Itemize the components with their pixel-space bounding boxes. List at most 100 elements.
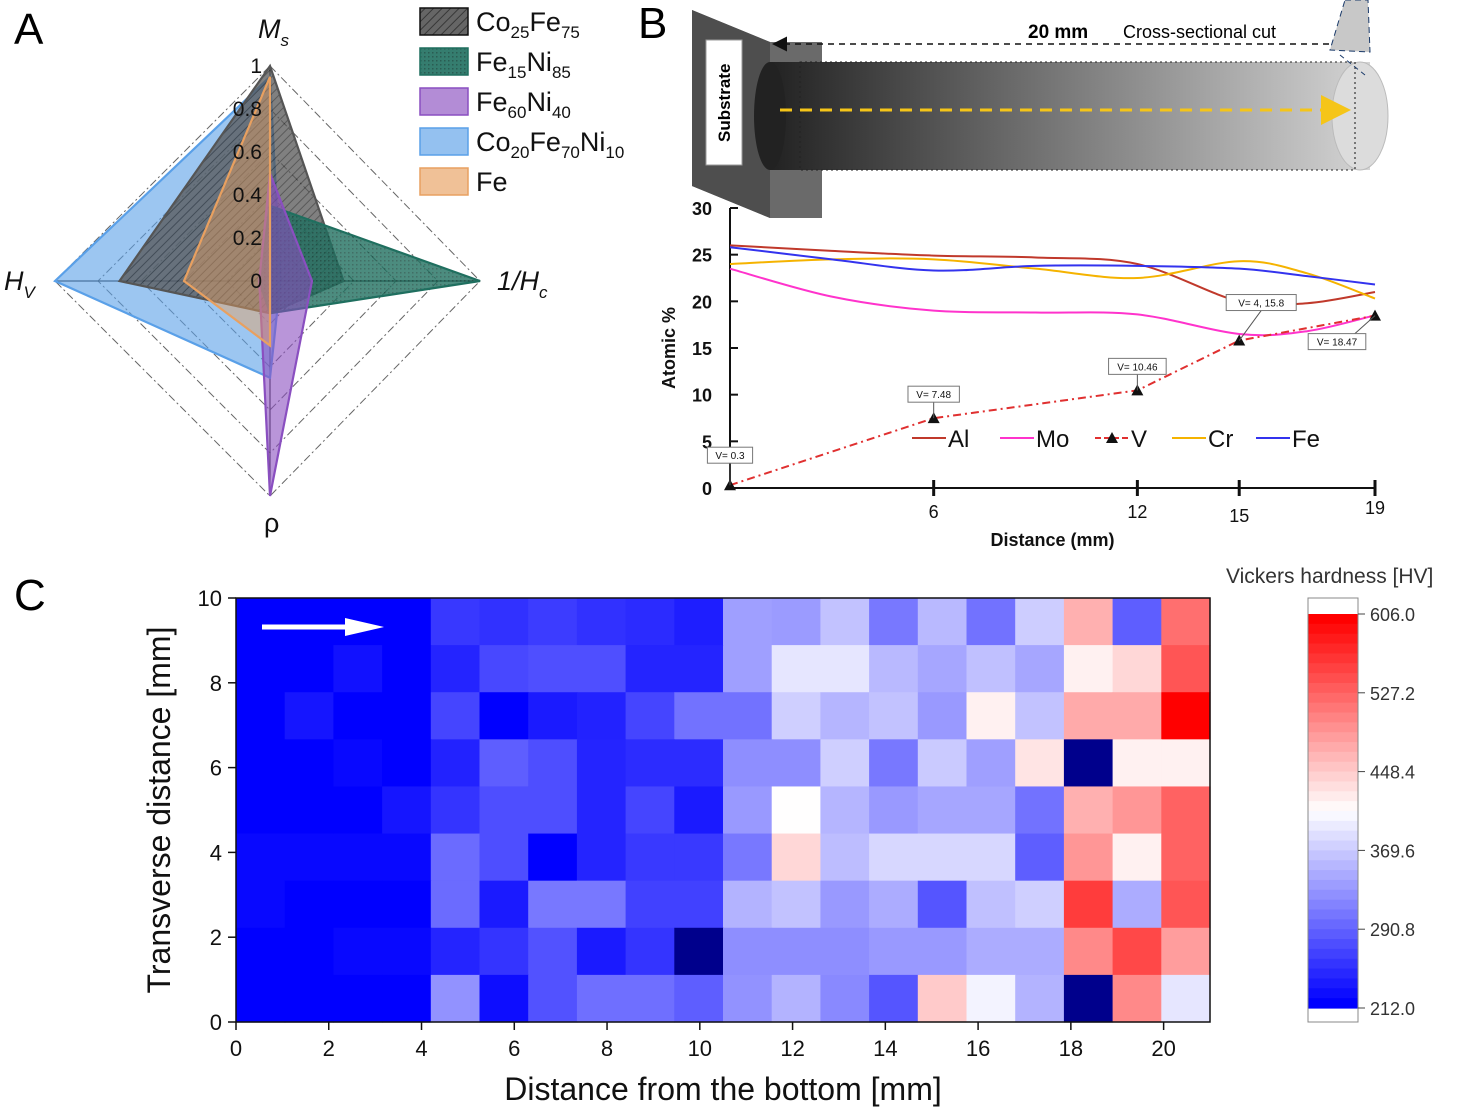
heatmap-cell xyxy=(625,974,675,1023)
colorbar-step xyxy=(1308,948,1358,960)
heatmap-cell xyxy=(236,927,286,976)
heatmap-cell xyxy=(1015,927,1065,976)
heatmap-cell xyxy=(966,739,1016,788)
heatmap-cell xyxy=(1063,833,1114,882)
heatmap-cell xyxy=(479,692,529,740)
heatmap-cell xyxy=(869,692,919,740)
heatmap-cell xyxy=(430,739,481,788)
heatmap-cell xyxy=(1015,645,1065,693)
heatmap-cell xyxy=(771,974,821,1023)
colorbar-tick-label: 448.4 xyxy=(1370,763,1415,783)
legend-swatch-Co20Fe70Ni10 xyxy=(419,127,469,156)
heatmap-cell xyxy=(1161,645,1211,693)
heatmap-cell xyxy=(820,692,870,740)
heatmap-cell xyxy=(820,645,870,693)
x-tick-label: 12 xyxy=(780,1036,804,1061)
x-tick-label: 2 xyxy=(323,1036,335,1061)
legend-marker-V xyxy=(1106,432,1118,443)
heatmap-cell xyxy=(869,598,919,646)
colorbar-step xyxy=(1308,889,1358,901)
y-tick-label: 20 xyxy=(692,292,712,312)
heatmap-cell xyxy=(869,880,919,929)
heatmap-cell xyxy=(576,692,627,740)
heatmap-cell xyxy=(917,692,968,740)
annotation-label: V= 4, 15.8 xyxy=(1238,299,1284,310)
heatmap-cell xyxy=(966,692,1016,740)
colorbar-title: Vickers hardness [HV] xyxy=(1226,565,1433,588)
x-axis-label: Distance (mm) xyxy=(990,530,1114,550)
colorbar-step xyxy=(1308,820,1358,832)
heatmap-cell xyxy=(820,927,870,976)
y-axis-label: Atomic % xyxy=(659,307,679,389)
x-tick-label: 12 xyxy=(1127,502,1147,522)
heatmap-cell xyxy=(576,645,627,693)
heatmap-cell xyxy=(869,974,919,1023)
legend-label-V: V xyxy=(1131,426,1147,453)
colorbar-step xyxy=(1308,653,1358,664)
heatmap-cell xyxy=(1161,974,1211,1023)
annotation-label: V= 18.47 xyxy=(1317,338,1358,349)
colorbar-step xyxy=(1308,850,1358,861)
heatmap-cell xyxy=(723,645,773,693)
heatmap-cell xyxy=(625,739,675,788)
annotation-box xyxy=(706,446,754,464)
colorbar-frame xyxy=(1307,597,1359,1023)
heatmap-cell xyxy=(1161,739,1211,788)
heatmap-cell xyxy=(333,692,383,740)
heatmap-cell xyxy=(723,739,773,788)
heatmap-cell xyxy=(284,833,334,882)
heatmap-cell xyxy=(284,974,334,1023)
heatmap-cell xyxy=(869,927,919,976)
heatmap-cell xyxy=(1063,739,1114,788)
heatmap-cell xyxy=(869,833,919,882)
series-line-Mo xyxy=(729,267,1376,337)
heatmap-cell xyxy=(1063,974,1114,1023)
heatmap-cell xyxy=(236,833,286,882)
series-line-Fe xyxy=(729,246,1376,286)
heatmap-cell xyxy=(1063,598,1114,646)
heatmap-cell xyxy=(382,692,432,740)
heatmap-cell xyxy=(1015,692,1065,740)
heatmap-cell xyxy=(917,880,968,929)
heatmap-cell xyxy=(674,598,724,646)
series-line-Cr xyxy=(729,257,1376,300)
heatmap-cell xyxy=(1015,786,1065,835)
legend-label-Fe15Ni85: Fe15Ni85 xyxy=(476,47,571,82)
y-tick-label: 0 xyxy=(702,479,712,499)
heatmap-cell xyxy=(576,739,627,788)
hardness-heatmap: 0 2 4 6 8 10 12 14 16 18 20 0 2 4 6 8 10 Distance from th… xyxy=(141,586,1211,1107)
annotation-box xyxy=(1108,357,1167,375)
heatmap-cell xyxy=(1112,880,1162,929)
legend-swatch-Fe15Ni85 xyxy=(419,47,469,76)
heatmap-cell xyxy=(479,974,529,1023)
heatmap-cell xyxy=(1112,786,1162,835)
annotation-box xyxy=(1307,333,1367,351)
heatmap-cell xyxy=(528,786,578,835)
radar-axis-label-rho: ρ xyxy=(264,508,279,538)
heatmap-cell xyxy=(1015,880,1065,929)
heatmap-cell xyxy=(430,927,481,976)
legend-label-Co20Fe70Ni10: Co20Fe70Ni10 xyxy=(476,127,624,162)
heatmap-cell xyxy=(430,645,481,693)
y-tick-label: 8 xyxy=(210,671,222,696)
heatmap-cell xyxy=(479,880,529,929)
heatmap-cell xyxy=(236,645,286,693)
y-tick-label: 0 xyxy=(210,1010,222,1035)
heatmap-cell xyxy=(333,974,383,1023)
x-tick-label: 19 xyxy=(1365,498,1385,518)
colorbar-step xyxy=(1308,998,1358,1009)
heatmap-cell xyxy=(917,598,968,646)
colorbar-step xyxy=(1308,840,1358,851)
colorbar-tick-label: 212.0 xyxy=(1370,999,1415,1019)
panel-label-c: C xyxy=(14,571,46,620)
heatmap-cell xyxy=(1161,833,1211,882)
heatmap-cell xyxy=(1112,927,1162,976)
heatmap-cell xyxy=(1063,880,1114,929)
heatmap-cell xyxy=(1063,786,1114,835)
heatmap-cell xyxy=(917,927,968,976)
heatmap-cell xyxy=(1161,786,1211,835)
heatmap-cell xyxy=(479,598,529,646)
heatmap-cell xyxy=(284,880,334,929)
heatmap-cell xyxy=(1112,739,1162,788)
colorbar-step xyxy=(1308,732,1358,743)
